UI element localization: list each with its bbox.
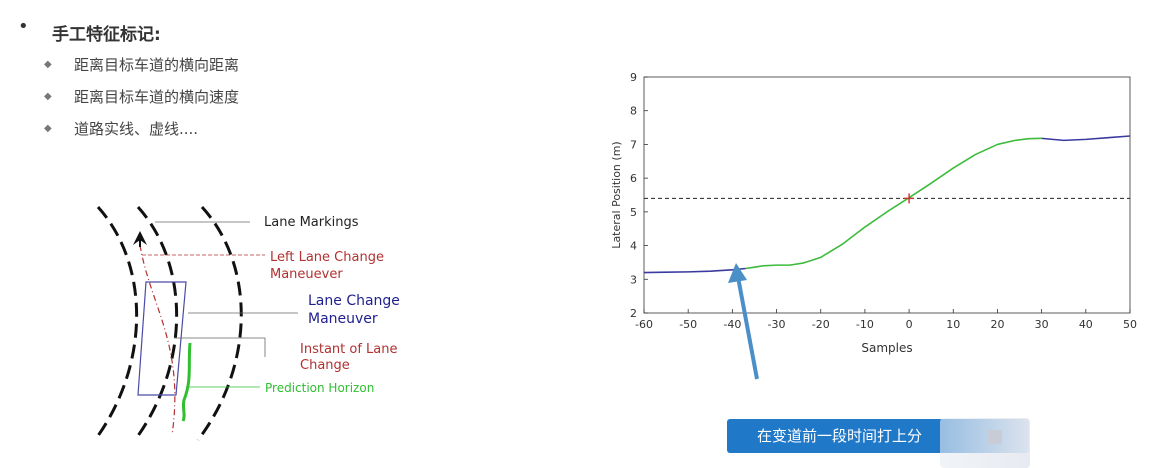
x-tick-label: 50	[1123, 318, 1137, 331]
annotation-arrow	[728, 263, 759, 380]
x-tick-label: -50	[679, 318, 697, 331]
y-tick-label: 4	[630, 240, 637, 253]
list-item: ◆ 距离目标车道的横向速度	[44, 86, 240, 107]
arrow-head-icon	[133, 231, 147, 245]
lane-change-box	[137, 281, 187, 396]
y-tick-label: 6	[630, 172, 637, 185]
label-lane-change: Lane Change	[308, 293, 400, 309]
pointer-instant	[174, 337, 266, 357]
label-lane-change-2: Maneuver	[308, 311, 378, 327]
y-tick-label: 3	[630, 273, 637, 286]
annotation-arrow-head-icon	[728, 263, 747, 283]
list-item-label: 距离目标车道的横向速度	[74, 88, 240, 106]
label-prediction: Prediction Horizon	[265, 381, 374, 395]
x-tick-label: -10	[856, 318, 874, 331]
series-line-after	[1041, 135, 1131, 142]
x-tick-label: -30	[768, 318, 786, 331]
list-title: 手工特征标记:	[52, 25, 161, 45]
label-instant-2: Change	[300, 358, 350, 373]
y-tick-label: 2	[630, 307, 637, 320]
blur-overlay	[940, 418, 1030, 468]
label-left-lane-change: Left Lane Change	[270, 250, 384, 265]
list-item-label: 道路实线、虚线....	[74, 120, 199, 138]
series-line-horizon	[745, 137, 1042, 270]
annotation-arrow-shaft	[736, 276, 759, 380]
sub-bullet-dot: ◆	[44, 91, 52, 102]
list-item: ◆ 道路实线、虚线....	[44, 118, 199, 139]
y-tick-label: 9	[630, 71, 637, 84]
lane-marking-right	[196, 205, 243, 441]
trajectory-path	[139, 244, 176, 436]
sub-bullet-dot: ◆	[44, 59, 52, 70]
bullet-dot: •	[18, 16, 29, 37]
lane-change-diagram: Lane Markings Left Lane Change Maneuever…	[93, 205, 400, 441]
plot-frame	[643, 76, 1131, 314]
label-lane-markings: Lane Markings	[264, 215, 359, 230]
x-tick-label: 20	[990, 318, 1004, 331]
x-tick-label: -40	[723, 318, 741, 331]
x-axis-label: Samples	[861, 341, 912, 355]
y-tick-label: 8	[630, 105, 637, 118]
x-tick-label: -20	[812, 318, 830, 331]
caption-text: 在变道前一段时间打上分	[757, 427, 923, 445]
list-item: ◆ 距离目标车道的横向距离	[44, 54, 240, 75]
y-tick-label: 7	[630, 138, 637, 151]
y-axis-label: Lateral Position (m)	[610, 141, 623, 248]
x-tick-label: 30	[1035, 318, 1049, 331]
blur-square-icon	[988, 430, 1002, 444]
lateral-position-chart: -60 -50 -40 -30 -20 -10 0 10 20 30 40 50 2 3 4 5 6 7 8 9 Sa…	[610, 71, 1137, 355]
lane-marking-left	[93, 205, 139, 441]
label-left-lane-change-2: Maneuever	[270, 267, 343, 282]
label-instant: Instant of Lane	[300, 342, 398, 357]
y-tick-label: 5	[630, 206, 637, 219]
x-tick-label: 0	[906, 318, 913, 331]
x-tick-label: 40	[1079, 318, 1093, 331]
lane-marking-middle	[133, 205, 179, 441]
x-tick-label: -60	[635, 318, 653, 331]
list-item-label: 距离目标车道的横向距离	[74, 56, 240, 74]
x-tick-label: 10	[946, 318, 960, 331]
sub-bullet-dot: ◆	[44, 123, 52, 134]
prediction-horizon-path	[181, 342, 192, 422]
